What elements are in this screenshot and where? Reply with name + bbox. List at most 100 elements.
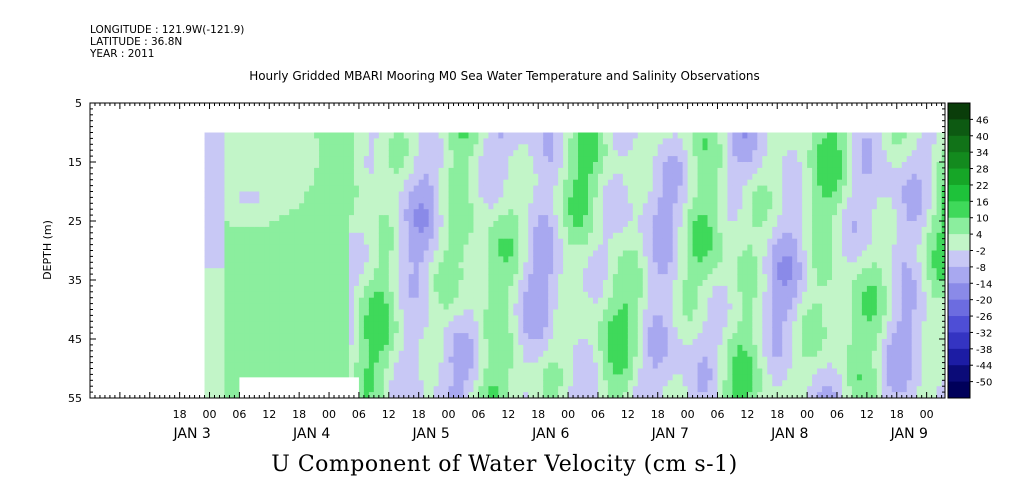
heatmap-cell (448, 339, 455, 346)
heatmap-cell (428, 321, 435, 328)
heatmap-cell (592, 280, 599, 287)
heatmap-cell (652, 232, 659, 240)
heatmap-cell (468, 280, 475, 287)
heatmap-cell (488, 392, 494, 398)
heatmap-cell (717, 215, 724, 222)
heatmap-cell (453, 321, 460, 328)
heatmap-cell (398, 303, 405, 311)
heatmap-cell (204, 339, 211, 346)
heatmap-cell (329, 150, 335, 157)
heatmap-cell (423, 297, 430, 305)
heatmap-cell (667, 262, 674, 269)
heatmap-cell (363, 250, 370, 257)
heatmap-cell (677, 138, 684, 145)
heatmap-cell (423, 368, 430, 375)
heatmap-cell (373, 232, 380, 240)
heatmap-cell (299, 185, 305, 193)
heatmap-cell (254, 232, 260, 240)
heatmap-cell (423, 309, 430, 316)
heatmap-cell (597, 138, 604, 145)
heatmap-cell (642, 350, 649, 358)
heatmap-cell (294, 327, 300, 334)
heatmap-cell (707, 368, 714, 375)
heatmap-cell (483, 238, 489, 246)
heatmap-cell (553, 291, 559, 299)
heatmap-cell (299, 150, 305, 157)
heatmap-cell (543, 291, 549, 299)
heatmap-cell (473, 238, 480, 246)
heatmap-cell (383, 368, 390, 375)
heatmap-cell (518, 185, 524, 193)
heatmap-cell (737, 256, 743, 263)
heatmap-cell (737, 333, 743, 340)
heatmap-cell (722, 150, 729, 157)
heatmap-cell (334, 226, 340, 234)
heatmap-cell (752, 156, 758, 163)
heatmap-cell (697, 339, 704, 346)
heatmap-cell (383, 392, 390, 398)
heatmap-cell (642, 268, 649, 275)
heatmap-cell (697, 309, 704, 316)
heatmap-cell (393, 221, 400, 228)
heatmap-cell (657, 167, 664, 175)
heatmap-cell (612, 244, 619, 252)
heatmap-cell (413, 350, 420, 358)
heatmap-cell (468, 144, 475, 151)
heatmap-cell (274, 221, 280, 228)
heatmap-cell (508, 173, 514, 181)
heatmap-cell (558, 262, 564, 269)
heatmap-cell (558, 215, 564, 222)
heatmap-cell (398, 150, 405, 157)
heatmap-cell (717, 350, 724, 358)
heatmap-cell (488, 191, 494, 198)
heatmap-cell (314, 179, 320, 187)
heatmap-cell (324, 138, 330, 145)
heatmap-cell (503, 209, 509, 216)
heatmap-cell (742, 238, 748, 246)
heatmap-cell (657, 244, 664, 252)
heatmap-cell (602, 156, 609, 163)
heatmap-cell (617, 221, 624, 228)
heatmap-cell (259, 315, 265, 322)
heatmap-cell (677, 215, 684, 222)
heatmap-cell (408, 150, 415, 157)
heatmap-cell (219, 303, 226, 311)
heatmap-cell (468, 374, 475, 381)
heatmap-cell (319, 256, 325, 263)
heatmap-cell (687, 362, 694, 370)
heatmap-cell (383, 138, 390, 145)
heatmap-cell (597, 386, 604, 393)
heatmap-cell (209, 173, 216, 181)
heatmap-cell (573, 303, 579, 311)
heatmap-cell (294, 321, 300, 328)
heatmap-cell (294, 221, 300, 228)
heatmap-cell (204, 392, 211, 398)
heatmap-cell (732, 339, 738, 346)
heatmap-cell (657, 203, 664, 210)
heatmap-cell (493, 156, 499, 163)
heatmap-cell (239, 209, 245, 216)
heatmap-cell (632, 374, 639, 381)
heatmap-cell (583, 226, 589, 234)
heatmap-cell (378, 374, 385, 381)
heatmap-cell (334, 244, 340, 252)
heatmap-cell (403, 291, 410, 299)
heatmap-cell (697, 333, 704, 340)
heatmap-cell (612, 197, 619, 204)
heatmap-cell (239, 179, 245, 187)
heatmap-cell (319, 368, 325, 375)
heatmap-cell (214, 185, 221, 193)
heatmap-cell (692, 392, 699, 398)
heatmap-cell (363, 132, 370, 139)
heatmap-cell (244, 185, 250, 193)
heatmap-cell (528, 197, 534, 204)
heatmap-cell (702, 380, 709, 387)
heatmap-cell (378, 162, 385, 169)
heatmap-cell (314, 339, 320, 346)
heatmap-cell (752, 297, 758, 305)
heatmap-cell (473, 162, 480, 169)
heatmap-cell (747, 256, 753, 263)
heatmap-cell (319, 327, 325, 334)
heatmap-cell (418, 256, 425, 263)
heatmap-cell (682, 344, 689, 352)
